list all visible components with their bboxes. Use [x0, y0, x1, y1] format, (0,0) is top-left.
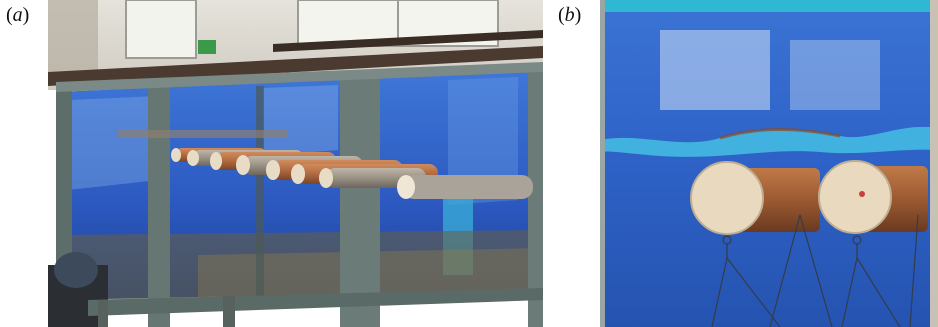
- panel-label-a-text: a: [12, 4, 23, 26]
- mooring-lines: [711, 214, 919, 327]
- panel-label-b-text: b: [564, 4, 575, 26]
- top-beam: [56, 62, 543, 92]
- cylinder-right: [818, 160, 928, 234]
- water-surface: [600, 126, 938, 157]
- frame-post: [340, 75, 380, 327]
- tank-top-frame: [600, 0, 938, 12]
- frame-post: [528, 70, 543, 327]
- cylinder-left: [690, 161, 820, 235]
- photo-cylinder-closeup: [600, 0, 938, 327]
- photo-wave-flume-drawing: [48, 0, 543, 327]
- cylinder-array: [118, 130, 533, 199]
- panel-label-a: (a): [6, 4, 30, 26]
- bottom-beam: [88, 288, 543, 316]
- exit-sign: [198, 40, 216, 54]
- photo-wave-flume: [48, 0, 543, 327]
- frame-post: [148, 82, 170, 327]
- window: [125, 0, 197, 59]
- panel-label-b: (b): [558, 4, 582, 26]
- photo-cylinder-closeup-drawing: [600, 0, 938, 327]
- top-rail: [48, 46, 543, 86]
